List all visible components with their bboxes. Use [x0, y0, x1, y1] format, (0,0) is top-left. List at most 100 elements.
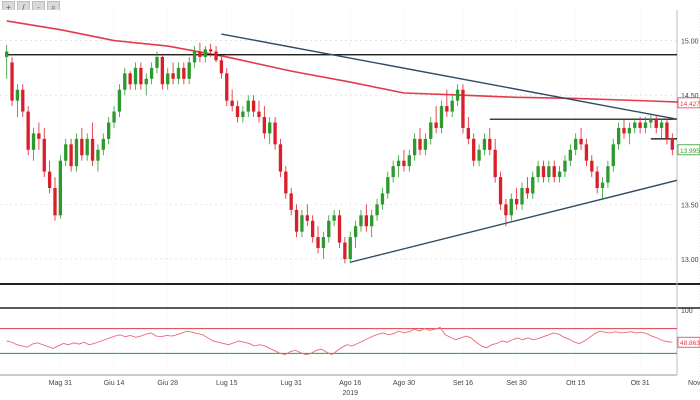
candle-body	[461, 89, 465, 128]
candle-body	[21, 89, 25, 112]
candle-body	[455, 89, 460, 101]
candle-body	[64, 144, 68, 161]
date-tick-label: Giu 14	[104, 380, 125, 387]
candle-body	[595, 171, 599, 188]
candle-body	[348, 237, 352, 259]
candle-body	[128, 73, 132, 85]
candle-body	[423, 138, 428, 150]
candle-body	[514, 198, 519, 205]
candle-body	[418, 138, 422, 150]
trendline-descending-resistance	[221, 33, 678, 120]
date-tick-label: Ott 15	[566, 380, 585, 387]
candle-body	[466, 127, 470, 139]
date-tick-label: Ago 30	[393, 380, 415, 387]
candle-body	[10, 62, 14, 101]
date-tick-label: Lug 31	[280, 380, 302, 387]
candle-body	[230, 100, 234, 107]
candle-body	[47, 171, 52, 188]
candle-body	[557, 171, 562, 178]
candle-body	[525, 187, 530, 194]
price-tick-label: 13.50	[681, 202, 699, 209]
candle-body	[192, 51, 197, 63]
candle-body	[294, 209, 299, 232]
candle-body	[638, 122, 642, 128]
candle-body	[509, 198, 513, 216]
price-tick-label: 15.00	[681, 39, 699, 46]
candle-body	[488, 138, 492, 150]
candle-body	[504, 204, 508, 216]
candle-body	[429, 122, 433, 139]
candle-body	[343, 242, 347, 259]
candle-body	[321, 237, 326, 249]
date-tick-label: Ago 16	[339, 380, 361, 387]
candle-body	[584, 144, 589, 161]
candle-body	[251, 100, 256, 112]
candle-body	[412, 138, 417, 156]
candle-body	[359, 215, 363, 227]
date-tick-label: Giu 28	[157, 380, 178, 387]
price-tick-label: 14.50	[681, 93, 699, 100]
candle-body	[182, 67, 186, 79]
year-label: 2019	[342, 390, 358, 397]
price-tag-box	[677, 97, 700, 109]
price-tag-label: 13.995	[680, 148, 700, 155]
trendline-ascending-support	[350, 179, 678, 263]
candle-body	[235, 106, 240, 118]
candle-body	[370, 215, 374, 227]
candle-body	[643, 122, 648, 128]
candle-body	[600, 182, 605, 188]
candle-body	[445, 106, 449, 112]
candle-body	[332, 215, 336, 221]
candle-body	[633, 122, 637, 128]
rsi-value-tag	[677, 336, 700, 348]
candle-body	[58, 160, 63, 216]
candle-body	[434, 122, 438, 128]
candle-body	[552, 166, 556, 178]
candle-body	[353, 226, 358, 238]
candle-body	[69, 144, 73, 167]
candle-body	[450, 100, 454, 112]
candle-body	[627, 127, 632, 134]
candle-body	[241, 111, 245, 118]
candle-body	[112, 111, 116, 123]
candle-body	[531, 177, 535, 194]
candle-body	[284, 171, 288, 194]
candle-body	[659, 122, 664, 128]
candle-body	[262, 117, 267, 134]
candle-body	[375, 204, 379, 216]
candle-body	[380, 193, 385, 205]
candle-body	[606, 166, 610, 183]
candle-body	[187, 62, 191, 79]
date-tick-label: Mag 31	[49, 380, 72, 387]
date-tick-label: Nov 15	[688, 380, 700, 387]
candle-body	[225, 73, 229, 101]
candle-body	[209, 49, 213, 52]
candle-body	[26, 111, 30, 150]
candle-body	[219, 60, 224, 74]
candle-body	[149, 67, 154, 79]
candle-body	[622, 127, 626, 134]
candle-body	[74, 138, 79, 167]
candle-body	[482, 138, 487, 150]
candle-body	[203, 49, 207, 57]
date-tick-label: Ott 31	[631, 380, 650, 387]
candle-body	[386, 177, 390, 194]
candle-body	[96, 149, 100, 161]
date-tick-label: Lug 15	[216, 380, 238, 387]
candle-body	[176, 67, 181, 79]
candle-body	[477, 149, 481, 161]
candle-body	[166, 73, 170, 85]
candle-body	[171, 73, 175, 79]
candle-body	[337, 215, 342, 243]
rsi-line	[6, 326, 673, 356]
candle-body	[246, 100, 250, 112]
candle-body	[278, 144, 283, 172]
candle-body	[37, 133, 41, 139]
candle-body	[611, 144, 615, 167]
candle-body	[310, 220, 315, 238]
candle-body	[316, 237, 320, 249]
candle-body	[616, 127, 621, 145]
moving-average-line	[6, 20, 700, 104]
candle-body	[649, 119, 653, 123]
candle-body	[198, 51, 202, 57]
